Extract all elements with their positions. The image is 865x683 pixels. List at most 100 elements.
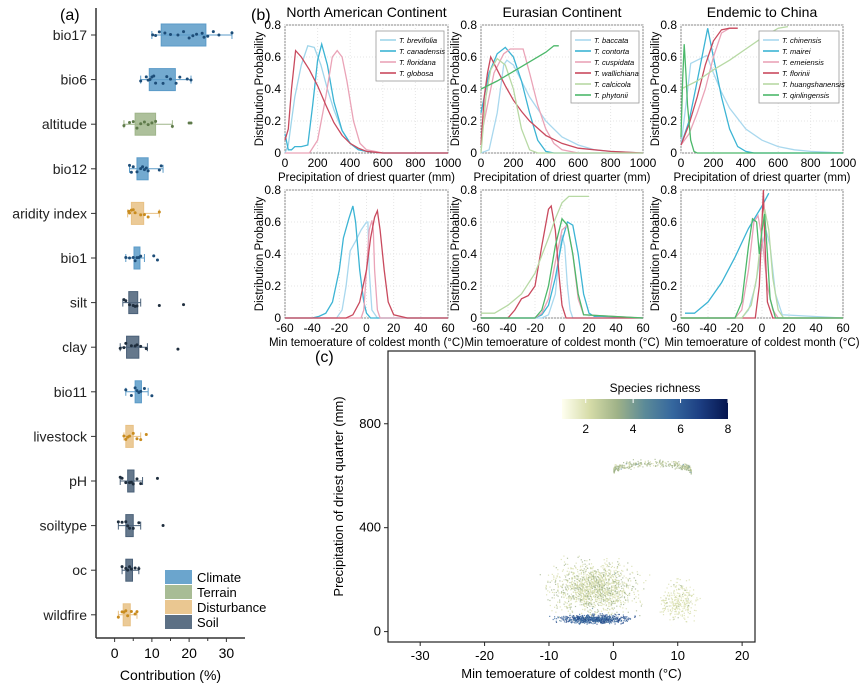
scatter-point	[685, 587, 687, 589]
scatter-point	[576, 615, 578, 617]
scatter-point	[614, 590, 616, 592]
scatter-point	[673, 599, 675, 601]
scatter-point	[592, 575, 594, 577]
scatter-point	[605, 605, 607, 607]
scatter-point	[635, 596, 637, 598]
scatter-point	[567, 586, 569, 588]
scatter-point	[687, 598, 689, 600]
scatter-point	[693, 589, 695, 591]
data-point	[135, 389, 139, 393]
scatter-point	[584, 584, 586, 586]
scatter-point	[677, 608, 679, 610]
scatter-point	[598, 583, 600, 586]
scatter-point	[588, 573, 590, 575]
scatter-point	[606, 564, 608, 566]
y-tick-label: aridity index	[12, 205, 87, 221]
scatter-point	[595, 594, 597, 596]
data-point	[178, 75, 182, 79]
scatter-point	[603, 585, 605, 587]
scatter-point	[565, 606, 568, 608]
scatter-point	[596, 588, 598, 591]
y-tick-label: 0.4	[460, 82, 477, 96]
scatter-point	[589, 620, 591, 622]
scatter-point	[606, 585, 608, 587]
scatter-point	[672, 602, 674, 604]
x-tick-label: -10	[540, 648, 559, 663]
scatter-point	[591, 605, 593, 607]
scatter-point	[604, 562, 606, 564]
scatter-point	[568, 616, 570, 619]
scatter-point	[600, 585, 602, 587]
scatter-point	[595, 589, 597, 591]
scatter-point	[615, 587, 617, 589]
scatter-point	[574, 589, 576, 591]
x-tick-label: -60	[276, 321, 294, 335]
scatter-point	[578, 618, 580, 620]
scatter-point	[594, 577, 596, 579]
scatter-point	[595, 582, 597, 584]
scatter-point	[622, 570, 624, 572]
scatter-point	[606, 591, 608, 593]
scatter-point	[673, 589, 675, 592]
scatter-point	[661, 611, 663, 613]
scatter-point	[600, 598, 602, 601]
scatter-point	[601, 619, 603, 621]
scatter-point	[600, 577, 602, 579]
scatter-point	[557, 616, 559, 618]
scatter-point	[653, 465, 655, 467]
scatter-point	[592, 592, 594, 594]
scatter-point	[591, 619, 593, 622]
scatter-point	[672, 601, 674, 603]
scatter-point	[590, 573, 592, 575]
x-tick-label: 60	[441, 321, 455, 335]
scatter-point	[576, 586, 578, 588]
scatter-point	[614, 597, 617, 599]
scatter-point	[676, 578, 678, 580]
scatter-point	[573, 619, 575, 621]
scatter-point	[686, 608, 688, 610]
scatter-point	[622, 607, 624, 609]
scatter-point	[625, 577, 627, 579]
scatter-point	[586, 580, 588, 582]
scatter-point	[578, 579, 580, 581]
scatter-point	[619, 598, 622, 600]
data-point	[137, 521, 141, 525]
scatter-point	[571, 611, 574, 613]
data-point	[163, 31, 167, 35]
data-point	[124, 609, 128, 613]
scatter-point	[662, 466, 664, 468]
scatter-point	[681, 587, 683, 589]
series-line-t--calcicola	[481, 195, 589, 314]
scatter-point	[630, 580, 632, 582]
scatter-point	[607, 591, 609, 593]
y-tick-label: 0.4	[264, 247, 281, 261]
scatter-point	[658, 462, 660, 464]
scatter-point	[615, 464, 617, 466]
scatter-point	[601, 613, 603, 615]
scatter-point	[554, 618, 556, 620]
scatter-point	[671, 598, 673, 600]
scatter-point	[621, 590, 623, 592]
scatter-point	[619, 564, 621, 566]
x-tick-label: 0	[678, 156, 685, 170]
scatter-point	[591, 586, 593, 588]
scatter-point	[616, 593, 618, 595]
scatter-point	[602, 567, 604, 569]
scatter-point	[570, 571, 572, 573]
scatter-point	[601, 595, 603, 597]
scatter-point	[606, 566, 608, 568]
scatter-point	[678, 461, 680, 463]
x-tick-label: 20	[582, 321, 596, 335]
scatter-point	[613, 566, 615, 569]
scatter-point	[602, 622, 604, 624]
scatter-point	[611, 589, 613, 591]
scatter-point	[599, 592, 601, 595]
scatter-point	[591, 599, 593, 601]
scatter-point	[599, 620, 601, 622]
legend-box	[570, 30, 640, 104]
data-point	[122, 124, 126, 128]
scatter-point	[545, 588, 547, 590]
scatter-point	[604, 618, 606, 620]
scatter-point	[602, 607, 604, 609]
